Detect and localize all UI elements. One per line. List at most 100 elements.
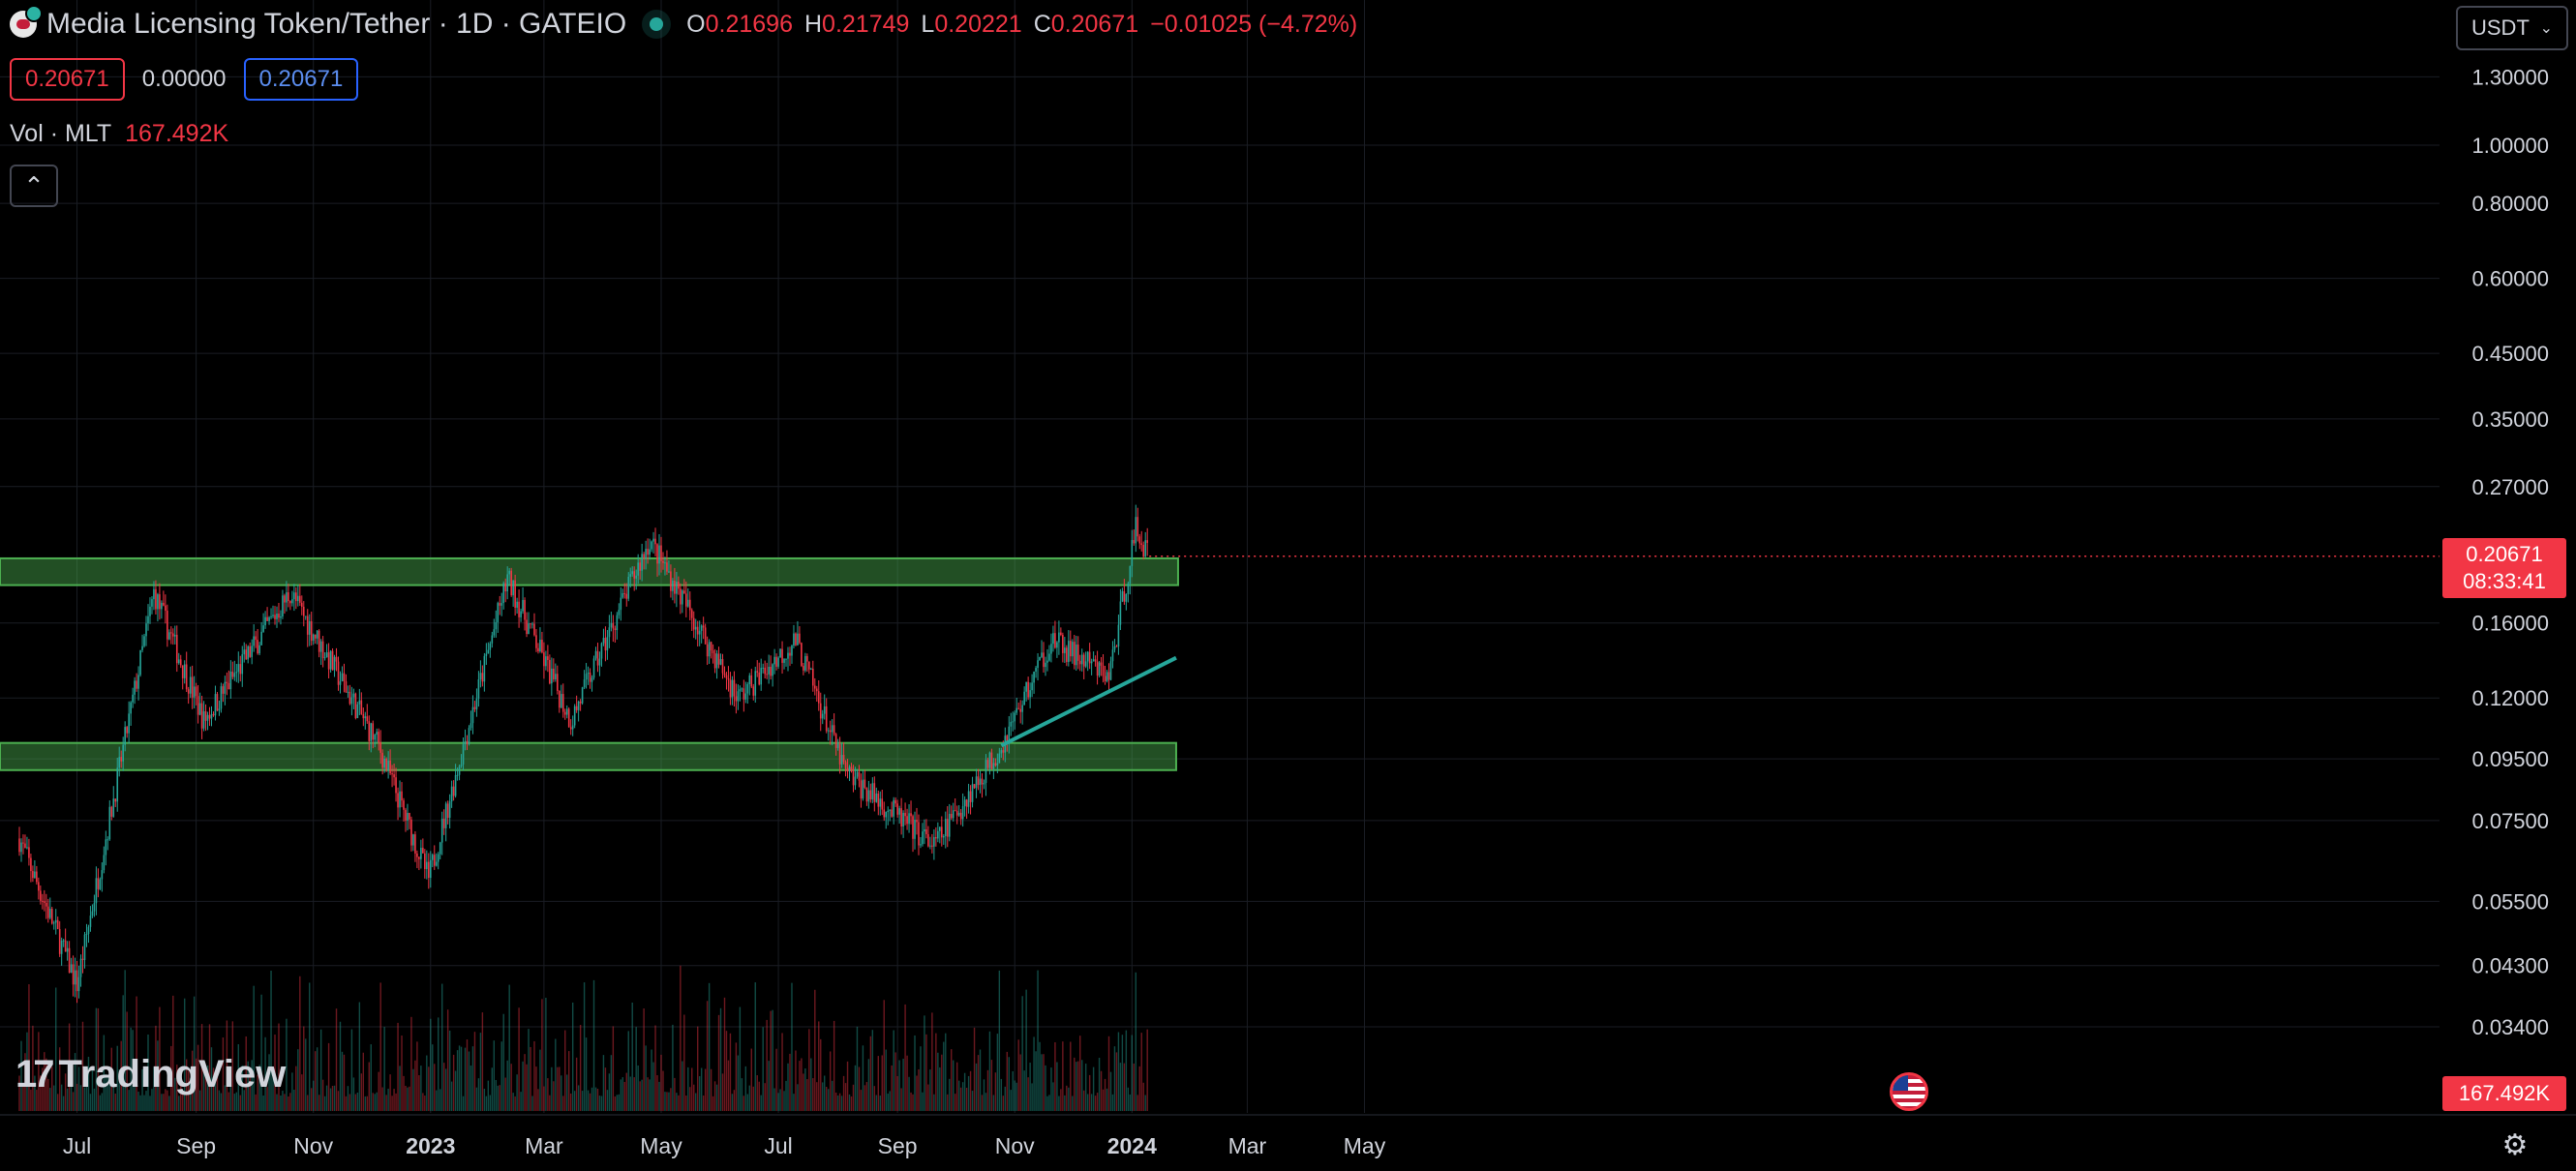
candle-body xyxy=(431,855,434,860)
volume-bar xyxy=(182,1091,184,1111)
volume-bar xyxy=(446,1009,449,1111)
volume-bar xyxy=(200,1024,203,1111)
volume-bar xyxy=(352,1077,355,1111)
candle-body xyxy=(725,675,728,678)
candle-body xyxy=(141,646,143,650)
candle-body xyxy=(454,774,457,796)
volume-bar xyxy=(198,1090,201,1111)
candle-body xyxy=(381,752,383,768)
symbol-title[interactable]: Media Licensing Token/Tether · 1D · GATE… xyxy=(46,8,627,40)
tradingview-logo[interactable]: 17 TradingView xyxy=(15,1053,286,1096)
candle-body xyxy=(167,610,168,640)
volume-bar xyxy=(337,1091,340,1111)
volume-bar xyxy=(742,1096,745,1111)
candle-body xyxy=(81,958,84,960)
support-resistance-zone xyxy=(0,741,1177,771)
candle-body xyxy=(983,782,985,785)
volume-bar xyxy=(820,1038,822,1111)
volume-legend[interactable]: Vol · MLT 167.492K xyxy=(10,120,228,148)
candle-body xyxy=(937,830,939,839)
volume-bar xyxy=(241,1065,243,1111)
candle-body xyxy=(426,861,428,870)
candle-body xyxy=(466,740,469,744)
volume-bar xyxy=(378,1071,379,1111)
volume-bar xyxy=(1006,1051,1008,1111)
gear-icon[interactable]: ⚙ xyxy=(2501,1129,2529,1161)
candle-body xyxy=(471,706,474,724)
candle-body xyxy=(491,635,494,644)
volume-bar xyxy=(237,1044,239,1111)
candle-body xyxy=(1144,540,1147,557)
candle-body xyxy=(1002,750,1005,753)
candle-body xyxy=(553,668,555,679)
candle-body xyxy=(625,593,628,599)
candle-body xyxy=(147,616,149,624)
candle-body xyxy=(1029,690,1031,698)
candle-body xyxy=(990,752,993,769)
volume-bar xyxy=(656,1075,658,1111)
volume-bar xyxy=(487,1080,490,1111)
volume-bar xyxy=(303,1026,305,1111)
volume-bar xyxy=(779,1089,781,1111)
market-status-icon[interactable] xyxy=(650,17,664,31)
candle-body xyxy=(114,798,117,802)
volume-bar xyxy=(562,1096,564,1111)
currency-select[interactable]: USDT ⌄ xyxy=(2456,6,2568,50)
volume-bar xyxy=(1133,1063,1135,1111)
volume-bar xyxy=(178,1096,180,1111)
candle-body xyxy=(1109,661,1112,680)
volume-bar xyxy=(349,1094,351,1111)
volume-bar xyxy=(120,1040,122,1111)
candle-body xyxy=(739,689,742,692)
volume-bar xyxy=(145,1091,147,1111)
collapse-legend-button[interactable]: ⌃ xyxy=(10,165,58,207)
volume-bar xyxy=(293,1089,295,1111)
us-flag-icon[interactable] xyxy=(1890,1072,1928,1111)
volume-bar xyxy=(652,1062,654,1111)
candle-body xyxy=(304,616,307,617)
volume-bar xyxy=(871,1030,874,1111)
candle-body xyxy=(612,622,615,629)
candle-body xyxy=(391,773,393,775)
candle-body xyxy=(810,669,812,671)
volume-bar xyxy=(155,1025,157,1111)
candle-body xyxy=(268,616,270,621)
candle-body xyxy=(623,593,626,595)
volume-bar xyxy=(151,1089,153,1111)
volume-bar xyxy=(99,1095,102,1111)
candle-body xyxy=(692,617,695,630)
volume-bar xyxy=(975,1063,978,1111)
candle-body xyxy=(218,708,221,711)
volume-bar xyxy=(1004,1086,1007,1111)
volume-bar xyxy=(218,1090,221,1111)
buy-price-button[interactable]: 0.20671 xyxy=(243,58,359,101)
candle-body xyxy=(616,615,619,631)
candle-body xyxy=(1119,601,1122,625)
candle-body xyxy=(914,820,916,839)
candle-body xyxy=(651,541,652,550)
volume-bar xyxy=(163,1094,165,1111)
volume-bar xyxy=(848,1094,851,1111)
candle-body xyxy=(760,668,763,685)
chart-grid xyxy=(0,0,2440,1113)
candle-body xyxy=(912,816,914,839)
sell-price-button[interactable]: 0.20671 xyxy=(10,58,125,101)
candle-body xyxy=(249,646,251,657)
candle-body xyxy=(399,791,401,808)
symbol-logo-icon[interactable] xyxy=(10,5,43,38)
candle-body xyxy=(395,777,397,794)
volume-bar xyxy=(822,1082,824,1111)
candle-body xyxy=(397,793,399,808)
volume-bar xyxy=(405,1085,407,1111)
volume-bar xyxy=(535,1066,537,1111)
volume-bar xyxy=(331,1085,334,1111)
volume-bar xyxy=(662,1070,664,1111)
volume-bar xyxy=(571,1002,574,1111)
candle-body xyxy=(444,803,447,828)
volume-bar xyxy=(799,1061,801,1111)
candle-body xyxy=(251,646,253,657)
candle-body xyxy=(163,602,165,606)
volume-bar xyxy=(364,1096,366,1111)
candle-body xyxy=(808,661,810,670)
